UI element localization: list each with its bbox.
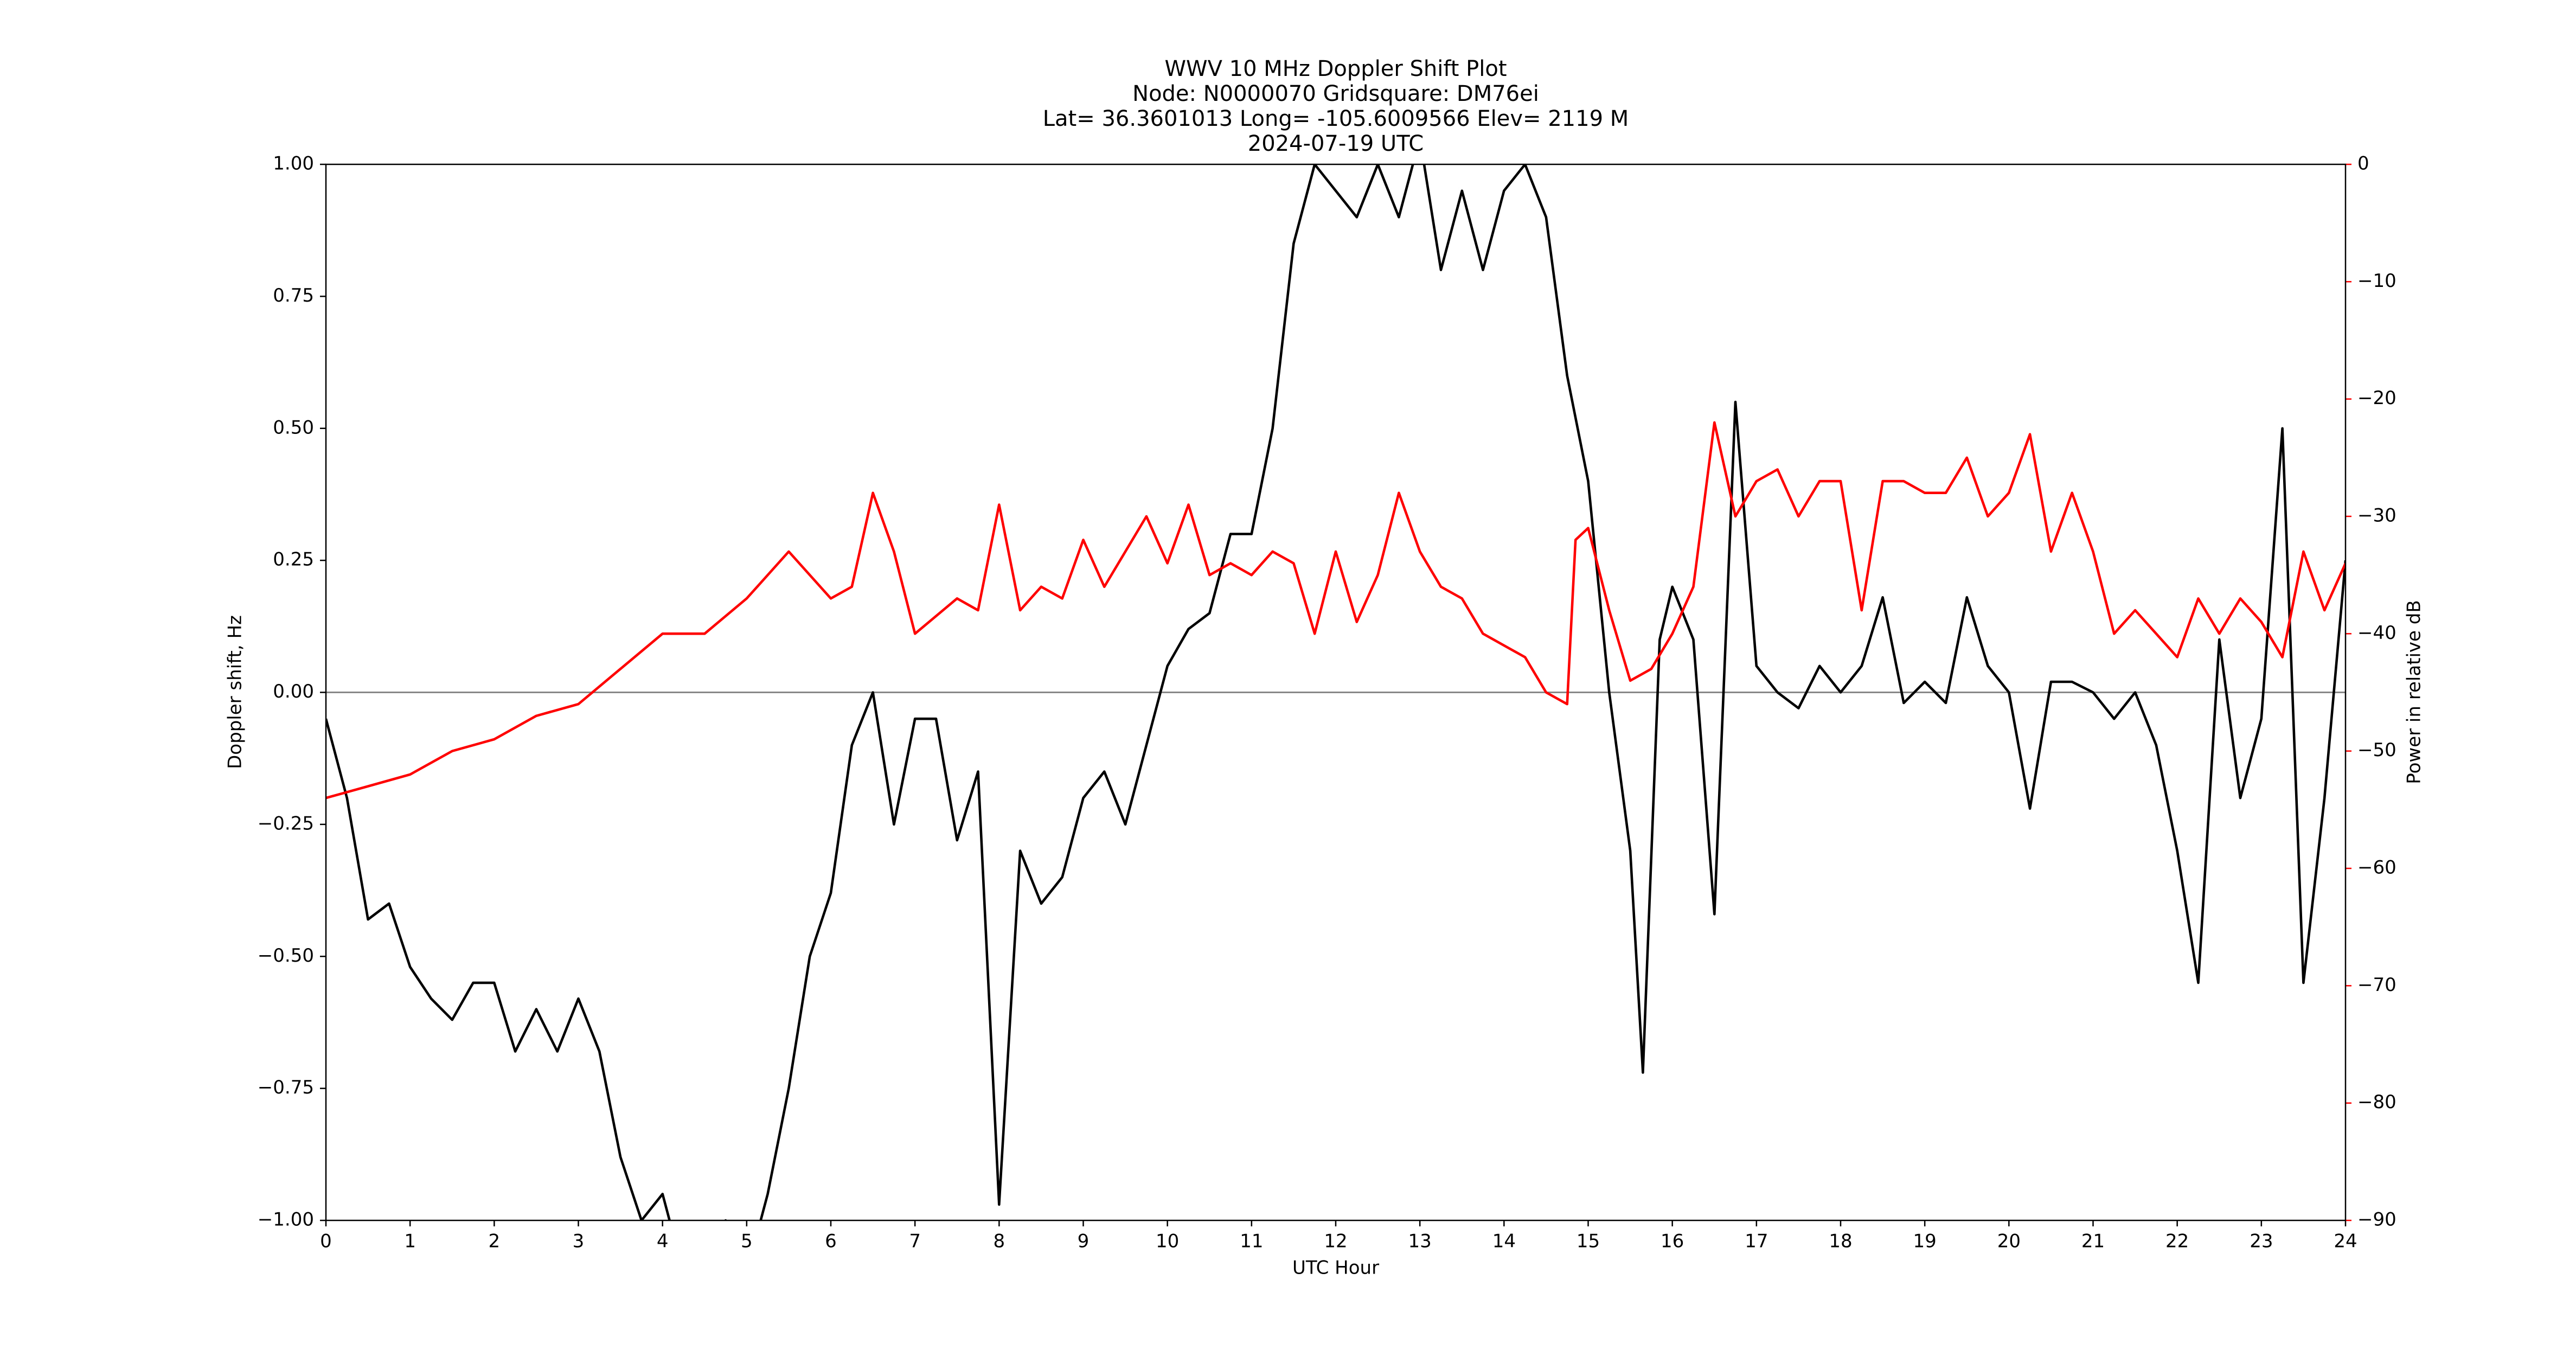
x-tick-label: 24 bbox=[2334, 1231, 2357, 1252]
series-line bbox=[326, 164, 2346, 1220]
chart-subtitle: Lat= 36.3601013 Long= -105.6009566 Elev=… bbox=[1043, 106, 1629, 131]
x-tick-label: 6 bbox=[825, 1231, 837, 1252]
x-tick-label: 16 bbox=[1661, 1231, 1684, 1252]
x-tick-label: 12 bbox=[1324, 1231, 1347, 1252]
x-tick-label: 21 bbox=[2081, 1231, 2105, 1252]
y-tick-label: −0.25 bbox=[258, 813, 314, 834]
y-axis-label: Doppler shift, Hz bbox=[225, 615, 246, 769]
y-tick-label: 0.25 bbox=[273, 549, 314, 571]
x-tick-label: 11 bbox=[1240, 1231, 1263, 1252]
y2-tick-label: −30 bbox=[2357, 505, 2396, 527]
y2-tick-label: 0 bbox=[2357, 153, 2369, 175]
series-line bbox=[326, 421, 2346, 799]
y-tick-label: 0.75 bbox=[273, 285, 314, 306]
x-tick-label: 5 bbox=[741, 1231, 753, 1252]
x-tick-label: 15 bbox=[1577, 1231, 1600, 1252]
x-tick-label: 2 bbox=[489, 1231, 501, 1252]
x-tick-label: 14 bbox=[1492, 1231, 1516, 1252]
x-tick-label: 9 bbox=[1078, 1231, 1090, 1252]
x-tick-label: 23 bbox=[2250, 1231, 2273, 1252]
x-tick-label: 7 bbox=[909, 1231, 921, 1252]
y-tick-label: −0.75 bbox=[258, 1077, 314, 1098]
x-tick-label: 10 bbox=[1156, 1231, 1179, 1252]
chart-subtitle: Node: N0000070 Gridsquare: DM76ei bbox=[1132, 81, 1539, 106]
y-tick-label: −1.00 bbox=[258, 1209, 314, 1231]
plot-frame bbox=[325, 163, 2347, 1221]
x-tick-label: 3 bbox=[573, 1231, 585, 1252]
x-tick-label: 4 bbox=[657, 1231, 669, 1252]
x-tick-label: 19 bbox=[1913, 1231, 1937, 1252]
y2-tick-label: −70 bbox=[2357, 974, 2396, 996]
chart-title: WWV 10 MHz Doppler Shift Plot bbox=[1164, 56, 1507, 81]
x-tick-label: 22 bbox=[2165, 1231, 2189, 1252]
x-tick-label: 0 bbox=[320, 1231, 332, 1252]
y2-tick-label: −50 bbox=[2357, 739, 2396, 761]
x-tick-label: 13 bbox=[1408, 1231, 1432, 1252]
y2-tick-label: −80 bbox=[2357, 1091, 2396, 1113]
y2-axis-label: Power in relative dB bbox=[2404, 600, 2425, 784]
plot-area bbox=[326, 164, 2346, 1220]
y2-tick-label: −40 bbox=[2357, 622, 2396, 644]
x-tick-label: 18 bbox=[1829, 1231, 1852, 1252]
x-tick-label: 17 bbox=[1745, 1231, 1768, 1252]
x-tick-label: 8 bbox=[994, 1231, 1005, 1252]
y-tick-label: −0.50 bbox=[258, 945, 314, 967]
y-tick-label: 1.00 bbox=[273, 153, 314, 175]
x-tick-label: 20 bbox=[1997, 1231, 2021, 1252]
y-tick-label: 0.00 bbox=[273, 681, 314, 702]
y2-tick-label: −60 bbox=[2357, 857, 2396, 879]
y-tick-label: 0.50 bbox=[273, 417, 314, 438]
y2-tick-label: −10 bbox=[2357, 270, 2396, 292]
y2-tick-label: −20 bbox=[2357, 387, 2396, 409]
x-axis-label: UTC Hour bbox=[1292, 1257, 1379, 1279]
chart-subtitle: 2024-07-19 UTC bbox=[1248, 131, 1424, 156]
x-tick-label: 1 bbox=[404, 1231, 416, 1252]
y2-tick-label: −90 bbox=[2357, 1209, 2396, 1231]
